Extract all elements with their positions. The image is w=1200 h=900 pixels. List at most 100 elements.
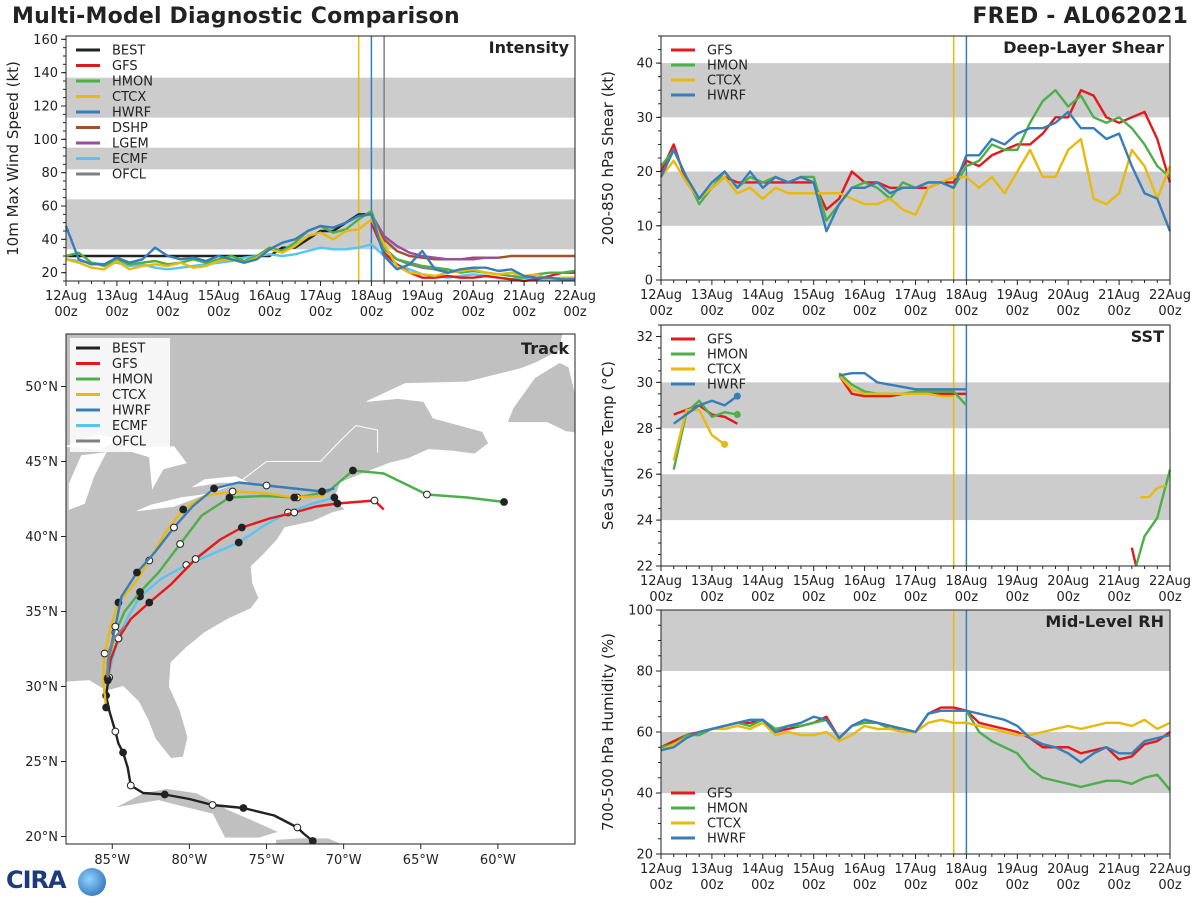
ytick-label: 60: [636, 726, 653, 741]
track-point-best: [293, 823, 302, 832]
legend-label-best: BEST: [112, 342, 145, 357]
track-point-ctcx: [179, 505, 188, 514]
series-lgem: [370, 213, 499, 261]
ytick-label: 30: [636, 111, 653, 126]
panel-title: SST: [1131, 327, 1164, 346]
track-point-hwrf: [133, 568, 141, 577]
track-point-hmon: [348, 466, 357, 475]
xtick-label: 80°W: [171, 853, 207, 868]
xtick-label-hour: 00z: [207, 305, 231, 320]
xtick-label-day: 13Aug: [691, 574, 733, 589]
xtick-label-day: 18Aug: [945, 574, 987, 589]
track-point-best: [160, 790, 169, 799]
main-title: Multi-Model Diagnostic Comparison: [12, 4, 460, 29]
xtick-label-hour: 00z: [751, 590, 775, 605]
xtick-label-day: 15Aug: [793, 862, 835, 877]
xtick-label-hour: 00z: [1006, 304, 1030, 319]
band-1: [661, 63, 1170, 118]
xtick-label-day: 22Aug: [1149, 574, 1191, 589]
band-0: [66, 199, 575, 250]
track-gfs: [106, 499, 385, 680]
xtick-label-day: 17Aug: [300, 289, 342, 304]
xtick-label-hour: 00z: [649, 304, 673, 319]
legend-label-gfs: GFS: [112, 59, 138, 74]
xtick-label-day: 21Aug: [1098, 288, 1140, 303]
ytick-label: 10: [636, 219, 653, 234]
y-axis-label: 700-500 hPa Humidity (%): [599, 633, 617, 831]
legend-label-hwrf: HWRF: [707, 832, 746, 847]
track-map: [66, 334, 575, 844]
track-point-hwrf: [170, 523, 178, 532]
ytick-label: 100: [628, 604, 653, 619]
xtick-label-day: 22Aug: [554, 289, 596, 304]
legend-label-hwrf: HWRF: [112, 106, 151, 121]
ytick-label: 25°N: [25, 755, 58, 770]
xtick-label-hour: 00z: [462, 305, 486, 320]
endpoint-hwrf: [733, 392, 741, 400]
track-point-best: [119, 748, 127, 757]
series-hwrf: [673, 395, 739, 425]
band-1: [661, 610, 1170, 671]
chart-sst: 22242628303212Aug00z13Aug00z14Aug00z15Au…: [599, 324, 1191, 605]
ytick-label: 24: [636, 514, 653, 529]
xtick-label-hour: 00z: [1006, 590, 1030, 605]
track-point-best: [208, 801, 217, 809]
xtick-label-day: 16Aug: [844, 862, 886, 877]
ytick-label: 80: [41, 166, 58, 181]
xtick-label-hour: 00z: [751, 304, 775, 319]
track-point-hwrf: [210, 484, 218, 493]
xtick-label-day: 21Aug: [503, 289, 545, 304]
xtick-label: 60°W: [480, 853, 516, 868]
xtick-label-day: 15Aug: [198, 289, 240, 304]
legend-label-ofcl: OFCL: [112, 168, 147, 183]
xtick-label-hour: 00z: [802, 304, 826, 319]
track-point-ctcx: [290, 493, 299, 502]
xtick-label-day: 17Aug: [895, 288, 937, 303]
series-ctcx2: [838, 374, 954, 398]
track-point-best: [308, 837, 317, 844]
xtick-label-day: 13Aug: [691, 288, 733, 303]
logo-globe-icon: [78, 868, 106, 896]
xtick-label-day: 21Aug: [1098, 862, 1140, 877]
legend-label-hmon: HMON: [112, 75, 153, 90]
xtick-label-day: 14Aug: [742, 288, 784, 303]
legend-label-hmon: HMON: [707, 59, 748, 74]
ytick-label: 20: [636, 165, 653, 180]
xtick-label-day: 18Aug: [945, 288, 987, 303]
band-0: [661, 732, 1170, 793]
track-point-ctcx: [228, 487, 237, 496]
track-point-best: [126, 781, 135, 790]
series-ctcx: [660, 137, 1172, 217]
xtick-label-hour: 00z: [700, 590, 724, 605]
track-point-hwrf: [318, 487, 326, 496]
ytick-label: 35°N: [25, 605, 58, 620]
panel-title: Mid-Level RH: [1045, 612, 1164, 631]
xtick-label-day: 12Aug: [45, 289, 87, 304]
track-point-gfs: [237, 523, 246, 532]
xtick-label-day: 12Aug: [640, 288, 682, 303]
endpoint-hmon: [733, 411, 741, 419]
track-point-hwrf: [111, 622, 120, 631]
legend-label-hmon: HMON: [707, 348, 748, 363]
xtick-label-day: 13Aug: [691, 862, 733, 877]
ytick-label: 30°N: [25, 680, 58, 695]
xtick-label-day: 14Aug: [147, 289, 189, 304]
xtick-label-day: 20Aug: [452, 289, 494, 304]
legend-label-ctcx: CTCX: [112, 388, 146, 403]
track-point-ecmf: [234, 538, 243, 547]
track-point-hwrf: [262, 481, 271, 490]
xtick-label-hour: 00z: [700, 878, 724, 893]
xtick-label: 75°W: [249, 853, 285, 868]
xtick-label-day: 19Aug: [996, 862, 1038, 877]
track-point-ecmf: [330, 493, 339, 502]
ytick-label: 120: [33, 100, 58, 115]
band-1: [66, 147, 575, 170]
xtick-label-day: 14Aug: [742, 574, 784, 589]
ytick-label: 45°N: [25, 455, 58, 470]
series-hwrf: [659, 110, 1172, 233]
track-point-best: [111, 727, 120, 736]
xtick-label-hour: 00z: [853, 590, 877, 605]
xtick-label-hour: 00z: [649, 590, 673, 605]
ytick-label: 30: [636, 376, 653, 391]
